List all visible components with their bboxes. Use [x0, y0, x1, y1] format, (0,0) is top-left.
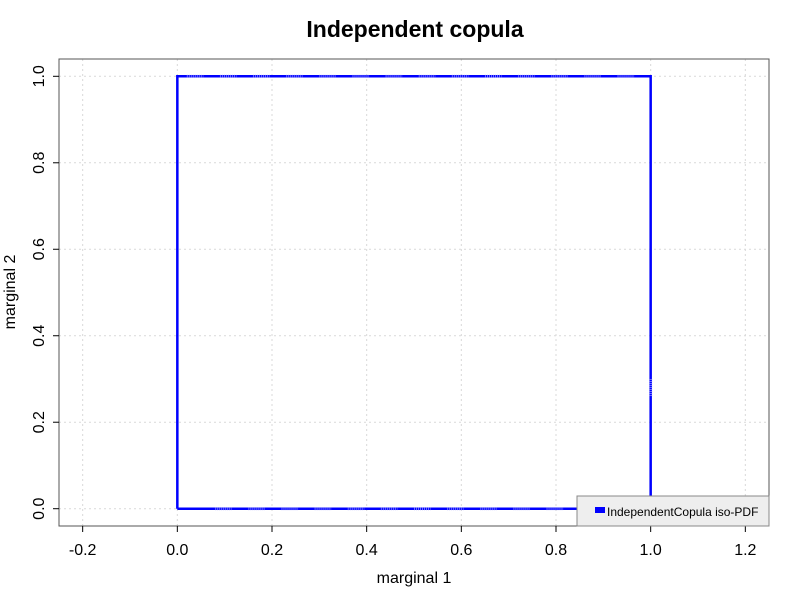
grid: [59, 59, 769, 526]
x-axis: -0.2 0.0 0.2 0.4 0.6 0.8 1.0 1.2: [69, 526, 757, 559]
plot-frame: [58, 58, 770, 527]
x-tick-label: 0.2: [261, 542, 283, 559]
x-tick-label: -0.2: [69, 542, 97, 559]
legend: IndependentCopula iso-PDF: [576, 495, 770, 527]
y-axis-label: marginal 2: [2, 255, 19, 330]
y-tick-label: 0.8: [31, 152, 48, 174]
x-axis-label: marginal 1: [377, 570, 452, 587]
x-tick-label: 0.4: [356, 542, 378, 559]
chart-title: Independent copula: [306, 16, 523, 42]
x-tick-label: 0.8: [545, 542, 567, 559]
y-tick-label: 0.4: [31, 325, 48, 347]
x-tick-label: 1.0: [640, 542, 662, 559]
y-tick-label: 1.0: [31, 65, 48, 87]
legend-swatch: [595, 507, 605, 513]
y-axis: 0.0 0.2 0.4 0.6 0.8 1.0: [31, 65, 59, 520]
x-tick-label: 0.0: [166, 542, 188, 559]
x-tick-label: 0.6: [450, 542, 472, 559]
y-tick-label: 0.2: [31, 411, 48, 433]
y-tick-label: 0.6: [31, 238, 48, 260]
iso-pdf-contour-line: [176, 75, 652, 510]
legend-entry-label: IndependentCopula iso-PDF: [607, 505, 758, 519]
series-layer: [176, 74, 663, 511]
legend-box: [576, 495, 770, 527]
x-tick-label: 1.2: [734, 542, 756, 559]
y-tick-label: 0.0: [31, 497, 48, 519]
